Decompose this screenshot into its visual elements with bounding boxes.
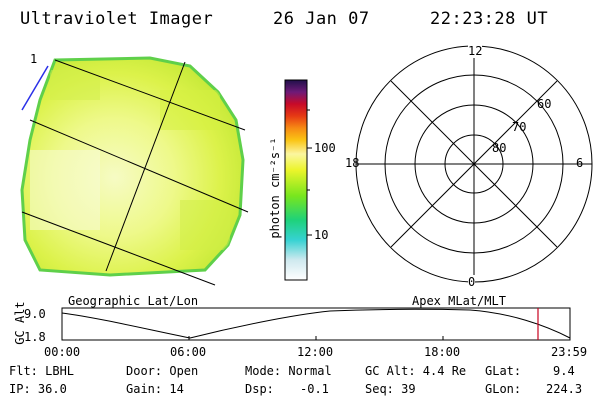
colorbar-unit-label: photon cm⁻²s⁻¹ — [268, 137, 282, 239]
gain-text: Gain: 14 — [126, 382, 184, 396]
orbit-xtick: 23:59 — [551, 345, 588, 359]
ip-text: IP: 36.0 — [9, 382, 67, 396]
uv-earth-image — [20, 56, 249, 286]
date: 26 Jan 07 — [273, 9, 370, 29]
orbit-ytick-bottom: 1.8 — [24, 330, 46, 344]
corner-mark: 1 — [30, 52, 38, 66]
dsp-label: Dsp: — [245, 382, 274, 396]
edge-marker — [21, 65, 49, 111]
polar-plot — [355, 45, 593, 283]
door-text: Door: Open — [126, 364, 199, 378]
orbit-xtick: 18:00 — [424, 345, 461, 359]
seq-text: Seq: 39 — [365, 382, 416, 396]
mlt-label-6: 6 — [576, 156, 584, 170]
orbit-xtick: 00:00 — [44, 345, 81, 359]
info-row-1: Flt: LBHL Door: Open Mode: Normal GC Alt… — [0, 364, 600, 380]
colorbar-tick-100: 100 — [314, 141, 336, 155]
orbit-xtick: 12:00 — [297, 345, 334, 359]
glat-label: GLat: — [485, 364, 522, 378]
info-row-2: IP: 36.0 Gain: 14 Dsp: -0.1 Seq: 39 GLon… — [0, 382, 600, 398]
mode-text: Mode: Normal — [245, 364, 332, 378]
filter-text: Flt: LBHL — [9, 364, 75, 378]
gc-alt-text: GC Alt: 4.4 Re — [365, 364, 467, 378]
time: 22:23:28 UT — [430, 9, 549, 29]
apex-caption: Apex MLat/MLT — [412, 294, 506, 308]
orbit-xtick: 06:00 — [170, 345, 207, 359]
mlt-label-18: 18 — [345, 156, 360, 170]
mlt-label-0: 0 — [468, 275, 476, 289]
mlat-label-70: 70 — [512, 120, 527, 134]
orbit-plot — [61, 307, 571, 341]
mlat-label-60: 60 — [537, 97, 552, 111]
title: Ultraviolet Imager — [20, 9, 214, 29]
glon-label: GLon: — [485, 382, 522, 396]
colorbar — [284, 79, 312, 281]
orbit-ytick-top: 9.0 — [24, 307, 46, 321]
geo-caption: Geographic Lat/Lon — [68, 294, 199, 308]
glat-value: 9.4 — [553, 364, 575, 378]
colorbar-tick-10: 10 — [314, 228, 329, 242]
mlt-label-12: 12 — [468, 44, 483, 58]
dsp-value: -0.1 — [300, 382, 329, 396]
mlat-label-80: 80 — [492, 141, 507, 155]
geo-grid — [21, 59, 249, 286]
glon-value: 224.3 — [546, 382, 583, 396]
